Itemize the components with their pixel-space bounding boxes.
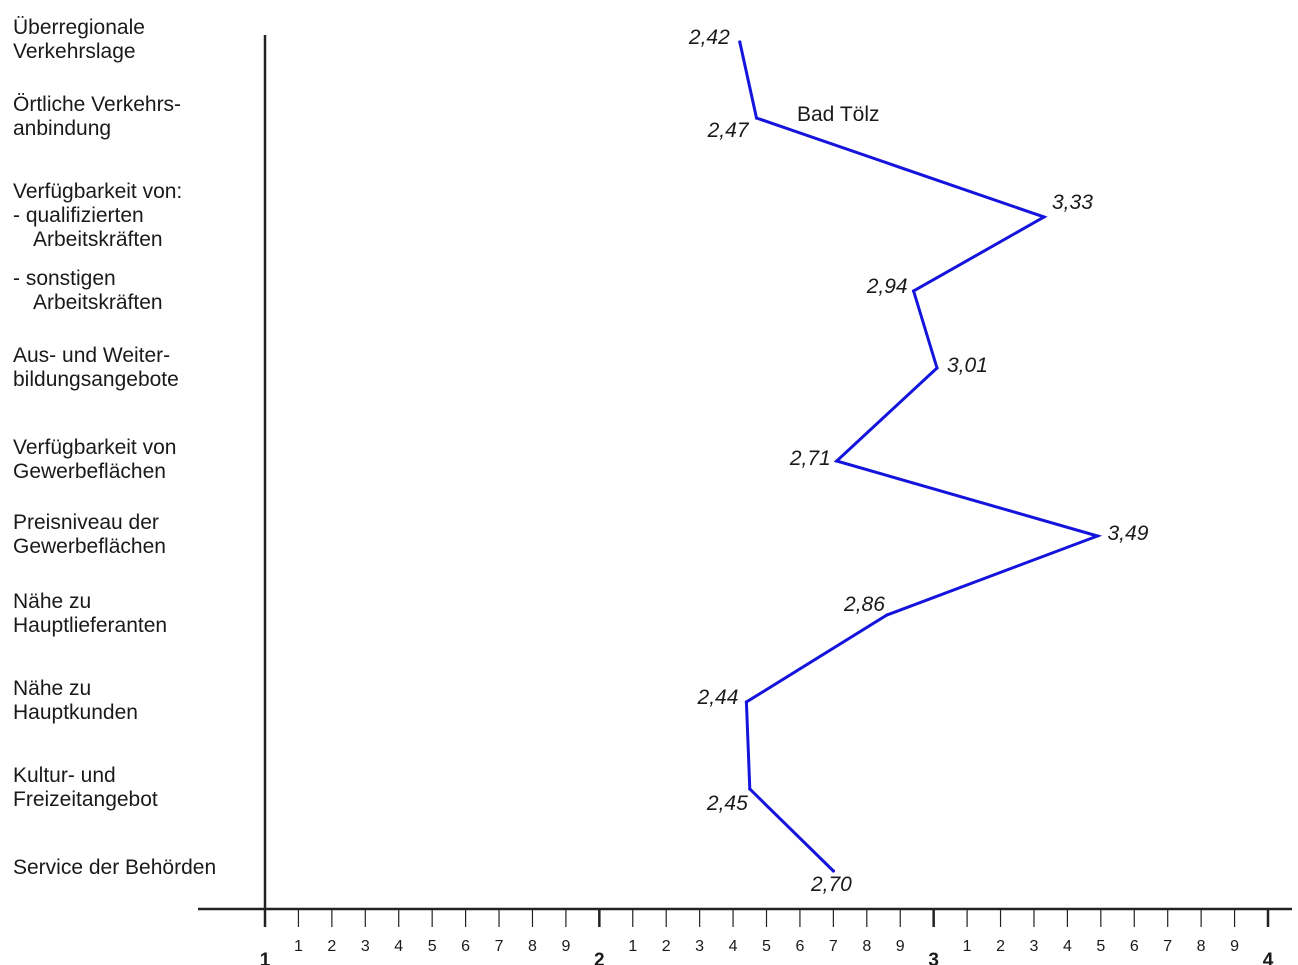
data-point [831,869,836,873]
value-label: 3,33 [1052,191,1093,214]
category-labels: Überregionale Verkehrslage Örtliche Verkeh… [13,16,216,879]
category-label: Verfügbarkeit von: - qualifizierten Arbeit… [13,180,182,251]
value-label: 2,42 [688,26,730,49]
minor-tick-label: 5 [762,938,771,955]
data-point [754,116,759,120]
minor-tick-label: 9 [561,938,570,955]
data-point [738,40,742,44]
minor-tick-label: 9 [1230,938,1239,955]
minor-tick-label: 4 [394,938,403,955]
value-label: 2,86 [843,593,885,616]
series-layer: Bad Tölz [738,40,1103,873]
minor-tick-label: 1 [294,938,303,955]
minor-tick-label: 3 [361,938,370,955]
minor-tick-label: 1 [628,938,637,955]
category-label: Kultur- und Freizeitangebot [13,764,158,811]
minor-tick-label: 5 [428,938,437,955]
data-point [1042,215,1046,219]
data-point [912,289,916,293]
data-point [835,459,839,463]
major-tick-label: 2 [594,950,605,965]
category-label: - sonstigen Arbeitskräften [13,267,163,314]
minor-tick-label: 4 [729,938,738,955]
category-label: Service der Behörden [13,856,216,879]
minor-tick-label: 4 [1063,938,1072,955]
minor-tick-label: 5 [1096,938,1105,955]
value-labels: 2,42 2,47 3,33 2,94 3,01 2,71 3,49 2,86 2,44 2,45… [688,26,1149,896]
minor-tick-label: 8 [1197,938,1206,955]
series-name-label: Bad Tölz [797,103,880,126]
minor-tick-label: 2 [662,938,671,955]
major-tick-label: 1 [260,950,271,965]
minor-tick-label: 7 [495,938,504,955]
value-label: 3,01 [947,354,988,377]
minor-tick-label: 6 [1130,938,1139,955]
category-label: Verfügbarkeit von Gewerbeflächen [13,436,176,483]
value-label: 2,45 [706,792,748,815]
minor-tick-label: 1 [963,938,972,955]
minor-tick-label: 6 [795,938,804,955]
major-tick-label: 4 [1263,950,1274,965]
data-point [744,700,749,704]
minor-tick-label: 3 [695,938,704,955]
value-label: 2,71 [789,447,831,470]
minor-tick-label: 6 [461,938,470,955]
data-point [935,366,939,370]
data-point [885,613,889,617]
category-label: Preisniveau der Gewerbeflächen [13,511,166,558]
minor-tick-label: 3 [1030,938,1039,955]
value-label: 2,44 [697,686,739,709]
value-label: 2,94 [866,275,908,298]
value-label: 3,49 [1108,522,1149,545]
minor-tick-label: 2 [996,938,1005,955]
category-label: Überregionale Verkehrslage [13,16,145,63]
minor-tick-label: 2 [327,938,336,955]
value-label: 2,70 [810,873,852,896]
category-label: Örtliche Verkehrs-anbindung [13,93,181,140]
minor-tick-label: 7 [829,938,838,955]
category-label: Aus- und Weiter-bildungsangebote [13,344,179,391]
data-point [748,787,752,791]
data-point [1095,534,1100,538]
minor-tick-label: 7 [1163,938,1172,955]
major-tick-label: 3 [928,950,939,965]
minor-tick-label: 9 [896,938,905,955]
minor-tick-label: 8 [528,938,537,955]
value-label: 2,47 [707,119,750,142]
axes [198,35,1292,911]
x-axis-ticks: 1 1 2 3 4 5 6 7 8 9 2 1 2 3 4 5 6 7 8 9 3 1 2 3 4 5 6 7 8 9 4 [260,909,1274,965]
category-label: Nähe zu Hauptlieferanten [13,590,167,637]
category-label: Nähe zu Hauptkunden [13,677,138,724]
minor-tick-label: 8 [862,938,871,955]
